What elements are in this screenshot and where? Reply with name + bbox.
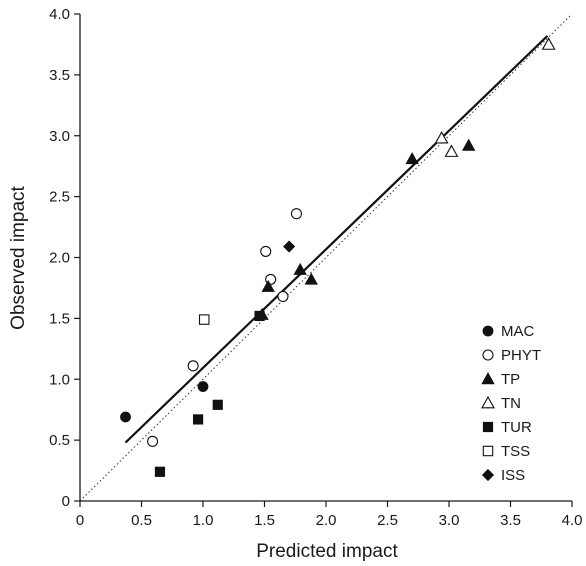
data-point-phyt <box>290 208 303 220</box>
y-tick-label: 3.0 <box>49 128 70 145</box>
y-tick-label: 3.5 <box>49 67 70 84</box>
legend-label-tp: TP <box>501 371 520 388</box>
legend-label-phyt: PHYT <box>501 347 541 364</box>
data-point-mac <box>120 411 131 423</box>
data-point-tss <box>198 314 210 325</box>
data-point-phyt <box>147 435 159 447</box>
x-tick-label: 2.5 <box>377 512 398 529</box>
reference-line <box>79 13 573 502</box>
x-tick-label: 1.0 <box>193 512 214 529</box>
data-point-tp <box>304 272 318 285</box>
data-point-tn <box>434 131 449 144</box>
x-tick-label: 0 <box>76 512 84 529</box>
legend-label-tur: TUR <box>501 419 532 436</box>
y-axis-title: Observed impact <box>8 185 29 329</box>
legend: MAC PHYT TP TN TUR TSS ISS <box>481 323 541 484</box>
x-tick-label: 2.0 <box>316 512 337 529</box>
data-point-iss <box>283 240 296 253</box>
data-point-tp <box>405 152 419 165</box>
legend-marker-tp <box>481 372 495 385</box>
data-point-tp <box>261 279 275 292</box>
legend-marker-tn <box>481 395 495 409</box>
legend-marker-mac <box>482 325 494 337</box>
regression-line-path <box>124 35 549 444</box>
data-point-tp <box>293 262 307 275</box>
data-point-tn <box>541 37 556 50</box>
y-tick-label: 1.0 <box>49 371 70 388</box>
data-point-phyt <box>187 360 199 372</box>
legend-marker-phyt <box>482 349 494 361</box>
y-tick-label: 1.5 <box>49 310 70 327</box>
data-point-tur <box>212 399 223 410</box>
reference-line-path <box>79 13 573 502</box>
y-tick-label: 2.0 <box>49 250 70 267</box>
x-tick-label: 4.0 <box>562 512 583 529</box>
regression-line <box>124 35 549 444</box>
legend-marker-tss <box>482 445 494 457</box>
data-points <box>120 37 556 477</box>
legend-marker-iss <box>481 468 495 482</box>
y-tick-label: 2.5 <box>49 189 70 206</box>
x-tick-label: 0.5 <box>131 512 152 529</box>
legend-label-iss: ISS <box>501 467 525 484</box>
data-point-tn <box>444 144 459 157</box>
x-axis-title: Predicted impact <box>256 541 398 562</box>
x-axis-ticks: 0 0.5 1.0 1.5 2.0 2.5 3.0 3.5 4.0 <box>76 501 583 529</box>
x-tick-label: 3.0 <box>439 512 460 529</box>
legend-label-tn: TN <box>501 395 521 412</box>
y-axis-ticks: 0 0.5 1.0 1.5 2.0 2.5 3.0 3.5 4.0 <box>49 6 80 510</box>
data-point-tur <box>192 414 204 425</box>
data-point-phyt <box>277 290 289 303</box>
y-tick-label: 0.5 <box>49 432 70 449</box>
data-point-phyt <box>260 245 272 257</box>
x-tick-label: 3.5 <box>500 512 521 529</box>
x-tick-label: 1.5 <box>254 512 275 529</box>
legend-label-tss: TSS <box>501 443 530 460</box>
y-tick-label: 0 <box>62 493 70 510</box>
data-point-tur <box>254 310 265 322</box>
y-tick-label: 4.0 <box>49 6 70 23</box>
data-point-tur <box>154 466 166 477</box>
legend-marker-tur <box>482 421 494 433</box>
data-point-tp <box>462 138 476 151</box>
data-point-mac <box>197 381 209 392</box>
legend-label-mac: MAC <box>501 323 535 340</box>
